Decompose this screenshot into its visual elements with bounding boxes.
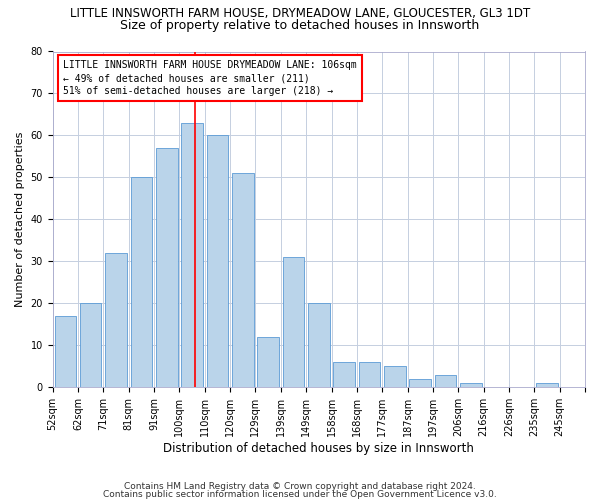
Bar xyxy=(206,136,228,388)
Bar xyxy=(536,383,558,388)
Text: LITTLE INNSWORTH FARM HOUSE, DRYMEADOW LANE, GLOUCESTER, GL3 1DT: LITTLE INNSWORTH FARM HOUSE, DRYMEADOW L… xyxy=(70,8,530,20)
Bar xyxy=(80,304,101,388)
Bar xyxy=(232,173,254,388)
Bar xyxy=(181,123,203,388)
Bar xyxy=(334,362,355,388)
X-axis label: Distribution of detached houses by size in Innsworth: Distribution of detached houses by size … xyxy=(163,442,474,455)
Bar xyxy=(460,383,482,388)
Bar xyxy=(156,148,178,388)
Bar xyxy=(409,379,431,388)
Bar xyxy=(131,178,152,388)
Bar xyxy=(105,253,127,388)
Y-axis label: Number of detached properties: Number of detached properties xyxy=(15,132,25,307)
Text: Contains HM Land Registry data © Crown copyright and database right 2024.: Contains HM Land Registry data © Crown c… xyxy=(124,482,476,491)
Bar xyxy=(359,362,380,388)
Bar xyxy=(435,375,457,388)
Text: Size of property relative to detached houses in Innsworth: Size of property relative to detached ho… xyxy=(121,18,479,32)
Bar xyxy=(55,316,76,388)
Bar xyxy=(283,257,304,388)
Bar xyxy=(384,366,406,388)
Text: LITTLE INNSWORTH FARM HOUSE DRYMEADOW LANE: 106sqm
← 49% of detached houses are : LITTLE INNSWORTH FARM HOUSE DRYMEADOW LA… xyxy=(63,60,357,96)
Bar xyxy=(257,337,279,388)
Bar xyxy=(308,304,329,388)
Text: Contains public sector information licensed under the Open Government Licence v3: Contains public sector information licen… xyxy=(103,490,497,499)
